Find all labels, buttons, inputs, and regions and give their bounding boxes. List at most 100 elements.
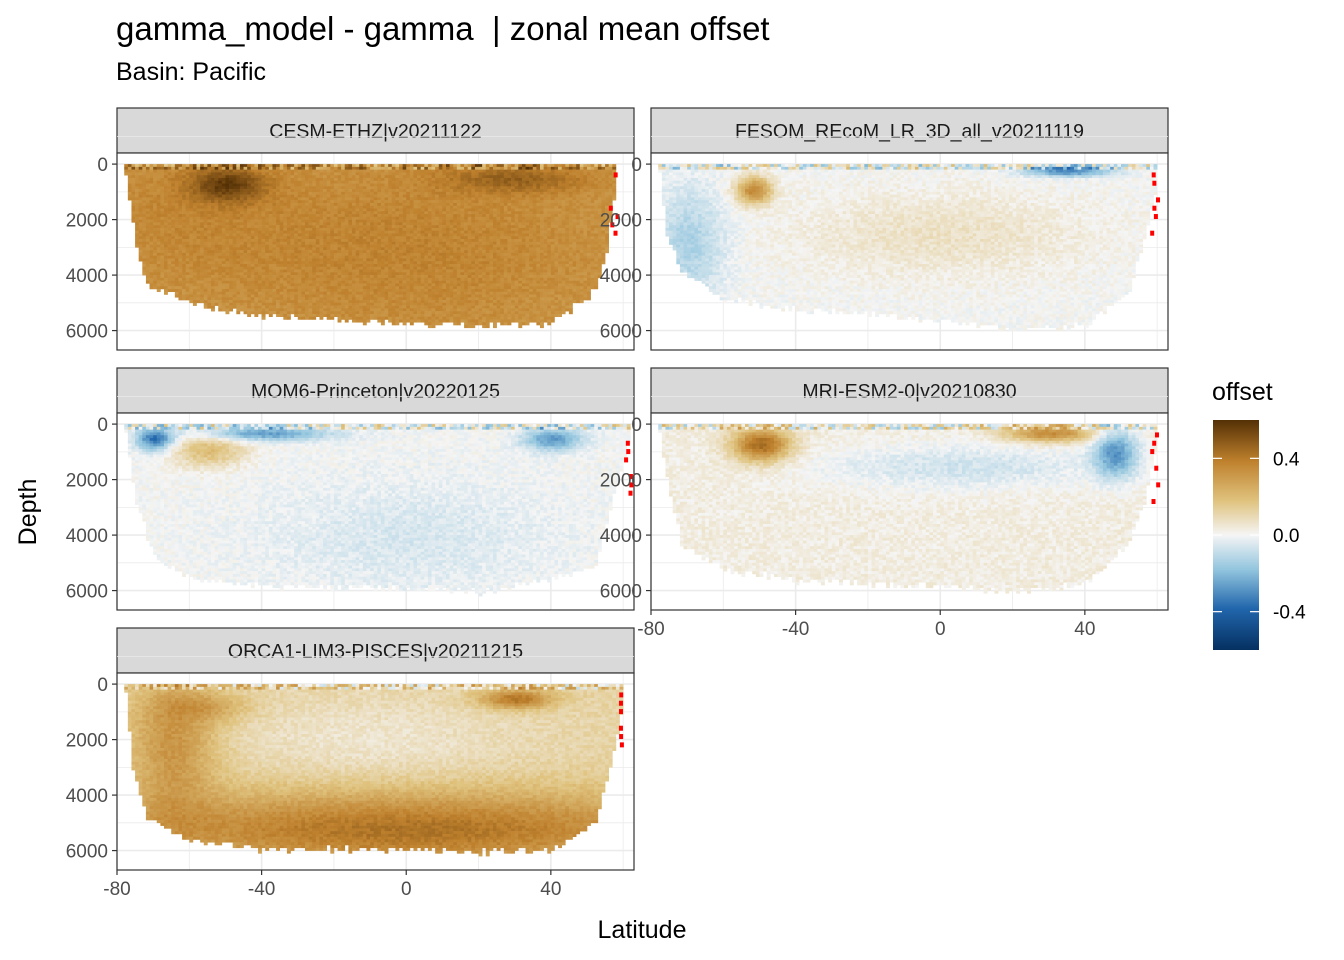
heatmap-cell <box>359 172 363 175</box>
heatmap-cell <box>244 233 248 236</box>
heatmap-cell <box>287 317 291 320</box>
heatmap-cell <box>193 247 197 250</box>
heatmap-cell <box>457 181 461 184</box>
heatmap-cell <box>265 197 269 200</box>
heatmap-cell <box>377 283 381 286</box>
heatmap-cell <box>363 164 367 167</box>
heatmap-cell <box>334 184 338 187</box>
heatmap-cell <box>131 217 135 220</box>
heatmap-cell <box>254 242 258 245</box>
heatmap-cell <box>150 256 154 259</box>
heatmap-cell <box>258 261 262 264</box>
heatmap-cell <box>453 195 457 198</box>
heatmap-cell <box>236 200 240 203</box>
heatmap-cell <box>204 295 208 298</box>
heatmap-cell <box>244 184 248 187</box>
heatmap-cell <box>413 253 417 256</box>
heatmap-cell <box>215 200 219 203</box>
heatmap-cell <box>370 267 374 270</box>
heatmap-cell <box>330 222 334 225</box>
heatmap-cell <box>457 239 461 242</box>
heatmap-cell <box>258 308 262 311</box>
heatmap-cell <box>370 208 374 211</box>
heatmap-cell <box>338 281 342 284</box>
heatmap-cell <box>178 295 182 298</box>
heatmap-cell <box>439 164 443 167</box>
heatmap-cell <box>370 186 374 189</box>
heatmap-cell <box>432 314 436 317</box>
heatmap-cell <box>178 184 182 187</box>
heatmap-cell <box>272 281 276 284</box>
heatmap-cell <box>417 256 421 259</box>
heatmap-cell <box>327 264 331 267</box>
heatmap-cell <box>186 195 190 198</box>
heatmap-cell <box>442 300 446 303</box>
heatmap-cell <box>175 250 179 253</box>
heatmap-cell <box>240 225 244 228</box>
heatmap-cell <box>244 281 248 284</box>
heatmap-cell <box>377 217 381 220</box>
heatmap-cell <box>291 233 295 236</box>
heatmap-cell <box>157 256 161 259</box>
heatmap-cell <box>222 278 226 281</box>
heatmap-cell <box>168 272 172 275</box>
heatmap-cell <box>348 236 352 239</box>
heatmap-cell <box>395 317 399 320</box>
heatmap-cell <box>222 292 226 295</box>
heatmap-cell <box>233 253 237 256</box>
heatmap-cell <box>319 172 323 175</box>
heatmap-cell <box>276 175 280 178</box>
heatmap-cell <box>197 172 201 175</box>
heatmap-cell <box>244 208 248 211</box>
heatmap-cell <box>435 225 439 228</box>
heatmap-cell <box>359 233 363 236</box>
heatmap-cell <box>356 261 360 264</box>
heatmap-cell <box>316 189 320 192</box>
heatmap-cell <box>204 217 208 220</box>
heatmap-cell <box>428 325 432 328</box>
heatmap-cell <box>330 184 334 187</box>
heatmap-cell <box>146 175 150 178</box>
heatmap-cell <box>399 164 403 167</box>
heatmap-cell <box>356 184 360 187</box>
heatmap-cell <box>265 267 269 270</box>
heatmap-cell <box>291 217 295 220</box>
heatmap-cell <box>330 233 334 236</box>
heatmap-cell <box>193 178 197 181</box>
heatmap-cell <box>395 225 399 228</box>
heatmap-cell <box>171 231 175 234</box>
heatmap-cell <box>352 225 356 228</box>
heatmap-cell <box>319 225 323 228</box>
heatmap-cell <box>301 270 305 273</box>
heatmap-cell <box>146 189 150 192</box>
heatmap-cell <box>305 275 309 278</box>
heatmap-cell <box>287 275 291 278</box>
heatmap-cell <box>283 164 287 167</box>
heatmap-cell <box>392 231 396 234</box>
heatmap-cell <box>359 170 363 173</box>
heatmap-cell <box>309 308 313 311</box>
heatmap-cell <box>244 231 248 234</box>
heatmap-cell <box>175 172 179 175</box>
heatmap-cell <box>323 281 327 284</box>
heatmap-cell <box>193 286 197 289</box>
heatmap-cell <box>395 231 399 234</box>
heatmap-cell <box>352 250 356 253</box>
heatmap-cell <box>189 189 193 192</box>
heatmap-cell <box>182 278 186 281</box>
heatmap-cell <box>403 242 407 245</box>
heatmap-cell <box>204 278 208 281</box>
heatmap-cell <box>197 206 201 209</box>
heatmap-cell <box>348 184 352 187</box>
heatmap-cell <box>323 283 327 286</box>
heatmap-cell <box>341 214 345 217</box>
heatmap-cell <box>316 292 320 295</box>
heatmap-cell <box>218 308 222 311</box>
heatmap-cell <box>399 250 403 253</box>
heatmap-cell <box>265 272 269 275</box>
heatmap-cell <box>457 317 461 320</box>
heatmap-cell <box>432 233 436 236</box>
heatmap-cell <box>146 181 150 184</box>
heatmap-cell <box>356 170 360 173</box>
